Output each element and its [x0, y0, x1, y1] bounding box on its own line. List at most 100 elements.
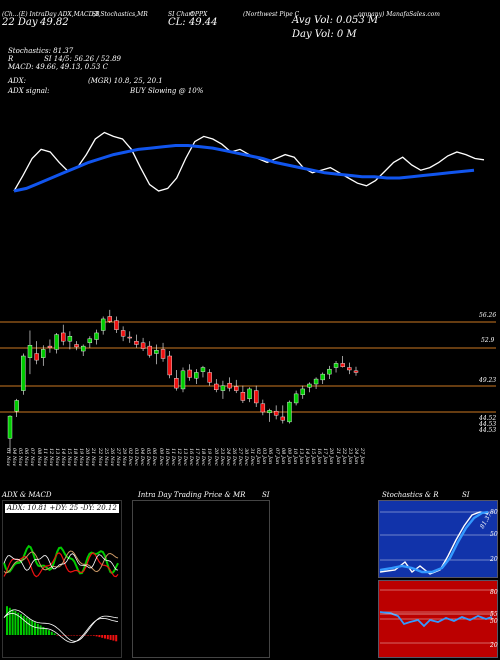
price-level-label-1: 56.26	[479, 312, 497, 319]
candle-body	[287, 401, 292, 423]
x-axis-date: 22 Nov	[96, 448, 103, 467]
candle-body	[240, 392, 246, 401]
candle-body	[320, 373, 325, 381]
rsi-level-50: 50	[490, 618, 498, 625]
candle-body	[87, 338, 93, 344]
candle-body	[234, 386, 239, 391]
x-axis-date: 24 Jan	[352, 448, 359, 465]
intra-panel-title: Intra Day Trading Price & MR	[138, 491, 246, 499]
x-axis-date: 26 Nov	[108, 448, 115, 467]
candle-body	[340, 363, 345, 367]
rsi-level-20: 20	[490, 642, 498, 649]
stochastics-value: Stochastics: 81.37	[8, 47, 74, 55]
rsi-value: SI 14/5: 56.26 / 52.89	[44, 55, 121, 63]
x-axis-date: 06 Jan	[267, 448, 274, 465]
x-axis-date: 22 Jan	[340, 448, 347, 465]
stoch-level-80: 80	[490, 509, 498, 516]
candle-body	[140, 342, 146, 349]
candle-body	[227, 382, 232, 389]
x-axis-date: 11 Nov	[41, 448, 48, 467]
adx-signal-label: ADX signal:	[8, 87, 50, 95]
candle-body	[180, 370, 186, 390]
candle-body	[41, 349, 46, 358]
close-label: CL: 49.44	[168, 17, 218, 28]
candle-body	[67, 336, 73, 342]
candle-body	[214, 383, 219, 390]
rsi-level-80: 80	[490, 589, 498, 596]
stoch-panel-title: Stochastics & R	[382, 491, 439, 499]
candle-body	[21, 355, 26, 391]
candle-body	[114, 320, 119, 330]
intraday-panel	[132, 500, 270, 658]
candle-body	[207, 372, 212, 383]
open-label: 22 Day	[2, 17, 38, 28]
rsi-label: R	[8, 55, 14, 63]
candle-body	[160, 349, 166, 359]
adx-panel-title: ADX & MACD	[2, 491, 52, 499]
header-company-b: ompany) ManafaSales.com	[358, 11, 440, 18]
candle-body	[327, 368, 332, 375]
adx-label: ADX:	[8, 77, 27, 85]
adx-macd-panel: ADX: 10.81 +DY: 25 -DY: 20.12	[2, 500, 122, 658]
candle-body	[280, 416, 286, 421]
open-value: 49.82	[40, 17, 69, 28]
macd-value: MACD: 49.66, 49.13, 0.53 C	[8, 63, 108, 71]
candle-body	[134, 340, 139, 345]
x-axis-date: 21 Nov	[90, 448, 97, 467]
candle-body	[273, 410, 279, 416]
price-level-label-2: 52.9	[481, 337, 495, 344]
candle-body	[347, 367, 352, 371]
x-axis-date: 21 Jan	[334, 448, 341, 465]
stochastics-panel	[378, 500, 498, 578]
candle-body	[147, 345, 152, 356]
adx-panel-values: ADX: 10.81 +DY: 25 -DY: 20.12	[5, 504, 119, 513]
candle-body	[293, 393, 299, 404]
stoch-level-20: 20	[490, 556, 498, 563]
x-axis-date: 23 Dec	[218, 448, 225, 466]
candle-body	[253, 390, 259, 404]
candle-body	[333, 363, 339, 368]
candle-body	[7, 415, 13, 439]
candle-body	[194, 372, 199, 379]
candle-body	[120, 330, 126, 337]
candle-body	[220, 385, 226, 391]
price-level-label-6: 44.53	[479, 427, 497, 434]
candlestick-series	[7, 309, 359, 453]
rsi-panel	[378, 580, 498, 658]
candle-body	[61, 332, 66, 342]
candle-body	[353, 370, 359, 373]
candle-body	[100, 318, 106, 331]
price-level-label-5: 44.53	[479, 421, 497, 428]
stoch-level-50: 50	[490, 531, 498, 538]
price-level-label-4: 44.52	[479, 415, 497, 422]
x-axis-date: 12 Dec	[175, 448, 182, 466]
candle-body	[307, 383, 312, 388]
header-title-b: SI,Stochastics,MR	[92, 11, 148, 18]
x-axis-date: 10 Dec	[163, 448, 170, 466]
mgr-value: (MGR) 10.8, 25, 20.1	[88, 77, 163, 85]
candle-body	[80, 345, 86, 352]
x-axis-date: 09 Dec	[157, 448, 164, 466]
candle-body	[74, 344, 79, 348]
x-axis-date: 06 Dec	[151, 448, 158, 466]
x-axis-date: 26 Dec	[230, 448, 237, 466]
stoch-panel-si: SI	[462, 491, 470, 499]
price-level-label-3: 49.23	[479, 377, 497, 384]
x-axis-date: 09 Jan	[285, 448, 292, 465]
x-axis-date: 19 Dec	[206, 448, 213, 466]
candle-body	[247, 388, 252, 400]
intra-panel-si: SI	[262, 491, 270, 499]
header-title-a: (Ch...(E) IntraDay ADX,MACD,B	[2, 11, 100, 18]
day-vol: Day Vol: 0 M	[292, 29, 357, 40]
stochastic-ma-lines	[13, 131, 485, 193]
avg-vol: Avg Vol: 0.053 M	[292, 15, 379, 26]
candle-body	[187, 369, 192, 378]
x-axis-date: 07 Nov	[29, 448, 36, 467]
x-axis-date: 25 Nov	[102, 448, 109, 467]
x-axis-date: 20 Dec	[212, 448, 219, 466]
x-axis-date: 11 Dec	[169, 448, 176, 466]
candle-body	[200, 367, 206, 372]
candle-body	[313, 378, 319, 385]
candle-body	[174, 378, 179, 389]
x-axis-date: 12 Nov	[47, 448, 54, 467]
